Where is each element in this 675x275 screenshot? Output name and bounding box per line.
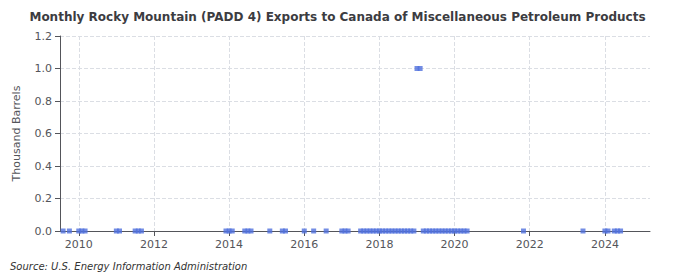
svg-text:2022: 2022	[516, 238, 544, 251]
svg-text:0.6: 0.6	[35, 127, 53, 140]
svg-text:Source: U.S. Energy Informatio: Source: U.S. Energy Information Administ…	[10, 261, 247, 272]
svg-text:2024: 2024	[591, 238, 619, 251]
svg-text:1.0: 1.0	[35, 62, 53, 75]
svg-text:1.2: 1.2	[35, 30, 53, 43]
svg-text:0.8: 0.8	[35, 95, 53, 108]
svg-text:0.2: 0.2	[35, 192, 53, 205]
svg-text:0.4: 0.4	[35, 160, 53, 173]
svg-text:2016: 2016	[290, 238, 318, 251]
svg-text:2018: 2018	[365, 238, 393, 251]
svg-text:0.0: 0.0	[35, 225, 53, 238]
svg-text:2010: 2010	[65, 238, 93, 251]
svg-text:Monthly Rocky Mountain (PADD 4: Monthly Rocky Mountain (PADD 4) Exports …	[29, 10, 645, 24]
svg-text:Thousand Barrels: Thousand Barrels	[10, 85, 23, 182]
svg-text:2014: 2014	[215, 238, 243, 251]
svg-text:2020: 2020	[441, 238, 469, 251]
svg-text:2012: 2012	[140, 238, 168, 251]
